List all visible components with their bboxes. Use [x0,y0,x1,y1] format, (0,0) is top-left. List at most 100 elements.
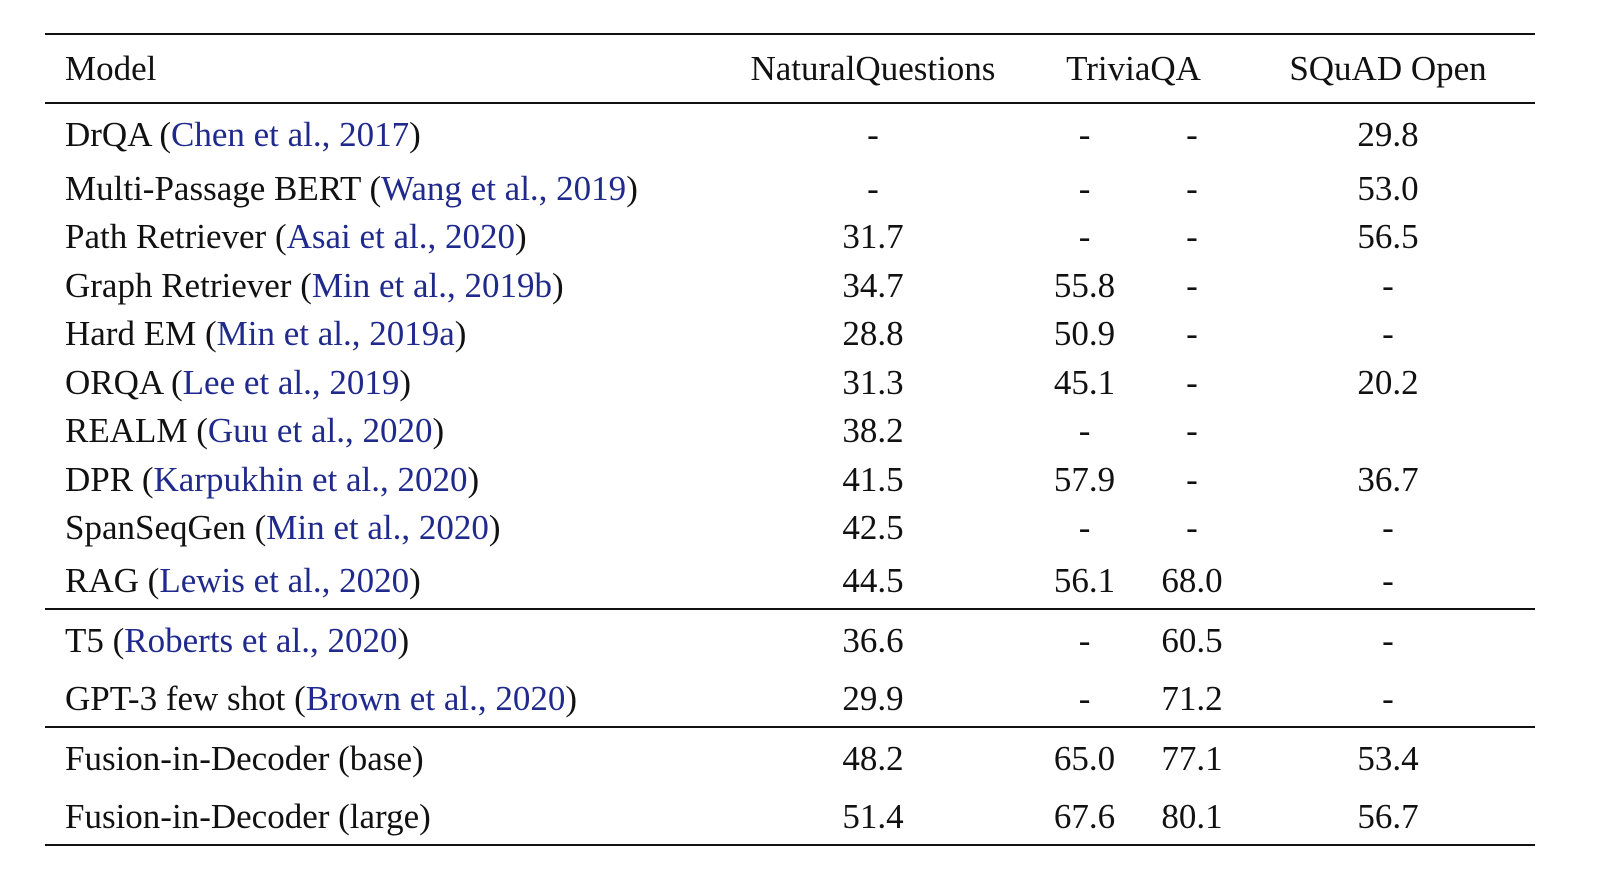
table-row: T5 (Roberts et al., 2020) 36.6 - 60.5 - [45,609,1535,670]
squad-open-score: - [1382,508,1394,548]
model-name: Fusion-in-Decoder (base) [65,738,424,778]
close-paren: ) [399,362,412,402]
close-paren: ) [397,620,410,660]
model-cell: Graph Retriever (Min et al., 2019b) [45,261,720,310]
triviaqa-score-alt: - [1186,508,1198,548]
header-triviaqa: TriviaQA [1066,49,1201,88]
citation-link[interactable]: Roberts et al., 2020 [124,620,398,660]
squad-open-score: - [1382,314,1394,354]
open-paren: ( [112,620,125,660]
triviaqa-score-alt: - [1186,314,1198,354]
natural-questions-score: 42.5 [842,508,904,548]
model-cell: RAG (Lewis et al., 2020) [45,552,720,609]
citation-link[interactable]: Lewis et al., 2020 [159,560,410,600]
triviaqa-score: 65.0 [1053,738,1116,778]
model-cell: Multi-Passage BERT (Wang et al., 2019) [45,164,720,213]
table-row: DrQA (Chen et al., 2017) - - - 29.8 [45,103,1535,164]
model-cell: DrQA (Chen et al., 2017) [45,103,720,164]
triviaqa-score-alt: - [1186,217,1198,257]
citation-link[interactable]: Min et al., 2020 [266,508,489,548]
model-cell: Hard EM (Min et al., 2019a) [45,310,720,359]
triviaqa-score-alt: 80.1 [1161,796,1223,836]
triviaqa-score-alt: - [1186,362,1198,402]
triviaqa-score-alt: 77.1 [1161,738,1223,778]
model-cell: Fusion-in-Decoder (large) [45,788,720,845]
triviaqa-score-alt: - [1186,459,1198,499]
natural-questions-score: 31.3 [842,362,904,402]
triviaqa-score: 57.9 [1053,459,1116,499]
open-paren: ( [254,508,267,548]
table-row: Graph Retriever (Min et al., 2019b) 34.7 5… [45,261,1535,310]
squad-open-score: 56.5 [1357,217,1419,257]
close-paren: ) [409,560,421,600]
triviaqa-score-alt: 68.0 [1161,560,1223,600]
table-row: ORQA (Lee et al., 2019) 31.3 45.1 - 20.2 [45,358,1535,407]
open-paren: ( [196,411,208,451]
table-row: Multi-Passage BERT (Wang et al., 2019) - -… [45,164,1535,213]
triviaqa-score: 56.1 [1053,560,1116,600]
natural-questions-score: 36.6 [842,620,904,660]
squad-open-score: 29.8 [1357,114,1419,154]
close-paren: ) [515,217,527,257]
model-name: DPR [65,459,134,499]
open-paren: ( [369,168,382,208]
header-squad-open: SQuAD Open [1289,49,1487,88]
model-cell: T5 (Roberts et al., 2020) [45,609,720,670]
open-paren: ( [300,265,312,305]
citation-link[interactable]: Chen et al., 2017 [170,114,410,154]
model-cell: DPR (Karpukhin et al., 2020) [45,455,720,504]
citation-link[interactable]: Wang et al., 2019 [381,168,627,208]
squad-open-score: - [1382,265,1394,305]
triviaqa-score: - [1078,411,1091,451]
squad-open-score: 53.4 [1357,738,1419,778]
table-group: Fusion-in-Decoder (base) 48.2 65.0 77.1 53.4… [45,727,1535,845]
citation-link[interactable]: Asai et al., 2020 [286,217,516,257]
triviaqa-score: - [1078,217,1091,257]
header-model: Model [65,49,157,88]
natural-questions-score: 44.5 [842,560,904,600]
citation-link[interactable]: Min et al., 2019b [311,265,552,305]
triviaqa-score: - [1078,114,1091,154]
model-cell: SpanSeqGen (Min et al., 2020) [45,504,720,553]
table-row: DPR (Karpukhin et al., 2020) 41.5 57.9 - 36.… [45,455,1535,504]
model-name: GPT-3 few shot [65,678,286,718]
close-paren: ) [551,265,564,305]
model-name: RAG [65,560,139,600]
natural-questions-score: 48.2 [842,738,904,778]
squad-open-score: 36.7 [1357,459,1419,499]
citation-link[interactable]: Lee et al., 2019 [182,362,400,402]
table-row: REALM (Guu et al., 2020) 38.2 - - [45,407,1535,456]
natural-questions-score: 51.4 [842,796,904,836]
natural-questions-score: 29.9 [842,678,904,718]
table-group: T5 (Roberts et al., 2020) 36.6-60.5- GPT-3… [45,609,1535,727]
natural-questions-score: - [867,168,879,208]
model-cell: REALM (Guu et al., 2020) [45,407,720,456]
model-cell: GPT-3 few shot (Brown et al., 2020) [45,670,720,727]
citation-link[interactable]: Guu et al., 2020 [207,411,433,451]
natural-questions-score: 34.7 [842,265,904,305]
open-paren: ( [294,678,306,718]
squad-open-score [1241,407,1535,456]
table-row: RAG (Lewis et al., 2020) 44.5 56.1 68.0 - [45,552,1535,609]
close-paren: ) [409,114,421,154]
citation-link[interactable]: Brown et al., 2020 [305,678,566,718]
open-paren: ( [159,114,171,154]
citation-link[interactable]: Karpukhin et al., 2020 [153,459,468,499]
model-name: Graph Retriever [65,265,292,305]
natural-questions-score: 41.5 [842,459,904,499]
triviaqa-score-alt: - [1186,168,1198,208]
natural-questions-score: 28.8 [842,314,904,354]
triviaqa-score: 55.8 [1053,265,1116,305]
close-paren: ) [467,459,480,499]
table-row: SpanSeqGen (Min et al., 2020) 42.5 - - - [45,504,1535,553]
open-paren: ( [274,217,287,257]
table-row: Hard EM (Min et al., 2019a) 28.8 50.9 - - [45,310,1535,359]
natural-questions-score: 38.2 [842,411,904,451]
table-row: Fusion-in-Decoder (large) 51.4 67.6 80.1 56.… [45,788,1535,845]
table-row: GPT-3 few shot (Brown et al., 2020) 29.9 -… [45,670,1535,727]
squad-open-score: - [1382,678,1394,718]
triviaqa-score-alt: - [1186,114,1198,154]
header-natural-questions: NaturalQuestions [750,49,996,88]
natural-questions-score: 31.7 [842,217,904,257]
citation-link[interactable]: Min et al., 2019a [216,314,455,354]
